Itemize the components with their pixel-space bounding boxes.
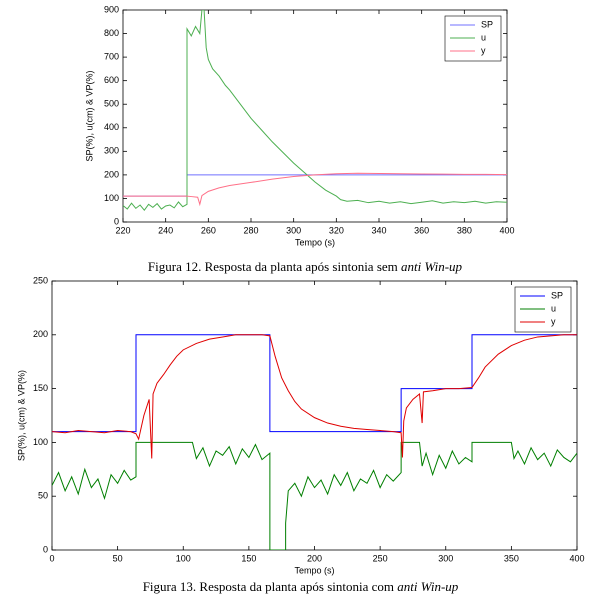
series-group — [123, 10, 507, 212]
y-tick-label: 250 — [33, 275, 48, 285]
series-line — [52, 334, 577, 459]
series-line — [123, 10, 507, 212]
legend-label: y — [481, 45, 486, 55]
plot-area — [51, 280, 578, 551]
y-tick-label: 50 — [38, 491, 48, 501]
caption-text: Figura 13. Resposta da planta após sinto… — [143, 579, 394, 594]
y-tick-label: 400 — [104, 122, 119, 132]
x-tick-label: 300 — [438, 553, 453, 563]
y-tick-label: 200 — [104, 169, 119, 179]
legend-label: y — [551, 316, 556, 326]
y-axis-label: SP(%), u(cm) & VP(%) — [84, 70, 94, 161]
y-tick-label: 0 — [43, 544, 48, 554]
x-tick-label: 100 — [176, 553, 191, 563]
x-tick-label: 280 — [243, 225, 258, 235]
x-tick-label: 300 — [286, 225, 301, 235]
y-tick-label: 500 — [104, 99, 119, 109]
y-tick-label: 800 — [104, 28, 119, 38]
caption-emphasis: anti Win-up — [401, 259, 463, 274]
series-line — [123, 172, 507, 207]
x-tick-label: 380 — [457, 225, 472, 235]
y-tick-label: 100 — [33, 437, 48, 447]
x-tick-label: 50 — [113, 553, 123, 563]
x-axis-label: Tempo (s) — [294, 565, 334, 575]
x-axis-label: Tempo (s) — [295, 237, 335, 247]
y-tick-label: 100 — [104, 193, 119, 203]
y-tick-label: 700 — [104, 51, 119, 61]
y-tick-label: 300 — [104, 146, 119, 156]
x-tick-label: 400 — [569, 553, 584, 563]
x-tick-label: 150 — [241, 553, 256, 563]
series-line — [52, 441, 577, 550]
series-line — [52, 334, 577, 433]
x-tick-label: 240 — [158, 225, 173, 235]
x-tick-label: 350 — [504, 553, 519, 563]
legend-label: SP — [481, 19, 493, 29]
x-tick-label: 320 — [329, 225, 344, 235]
legend-label: SP — [551, 290, 563, 300]
legend-label: u — [551, 303, 556, 313]
caption-emphasis: anti Win-up — [397, 579, 459, 594]
x-tick-label: 260 — [201, 225, 216, 235]
x-tick-label: 200 — [307, 553, 322, 563]
series-group — [52, 334, 577, 550]
y-tick-label: 0 — [114, 216, 119, 226]
legend-label: u — [481, 32, 486, 42]
y-tick-label: 600 — [104, 75, 119, 85]
y-tick-label: 150 — [33, 383, 48, 393]
x-tick-label: 220 — [115, 225, 130, 235]
y-axis-label: SP(%), u(cm) & VP(%) — [16, 370, 26, 461]
x-tick-label: 400 — [499, 225, 514, 235]
y-tick-label: 900 — [104, 4, 119, 14]
x-tick-label: 340 — [371, 225, 386, 235]
x-tick-label: 250 — [373, 553, 388, 563]
caption: Figura 13. Resposta da planta após sinto… — [143, 579, 459, 594]
x-tick-label: 360 — [414, 225, 429, 235]
x-tick-label: 0 — [49, 553, 54, 563]
caption-text: Figura 12. Resposta da planta após sinto… — [148, 259, 398, 274]
y-tick-label: 200 — [33, 329, 48, 339]
caption: Figura 12. Resposta da planta após sinto… — [148, 259, 463, 274]
